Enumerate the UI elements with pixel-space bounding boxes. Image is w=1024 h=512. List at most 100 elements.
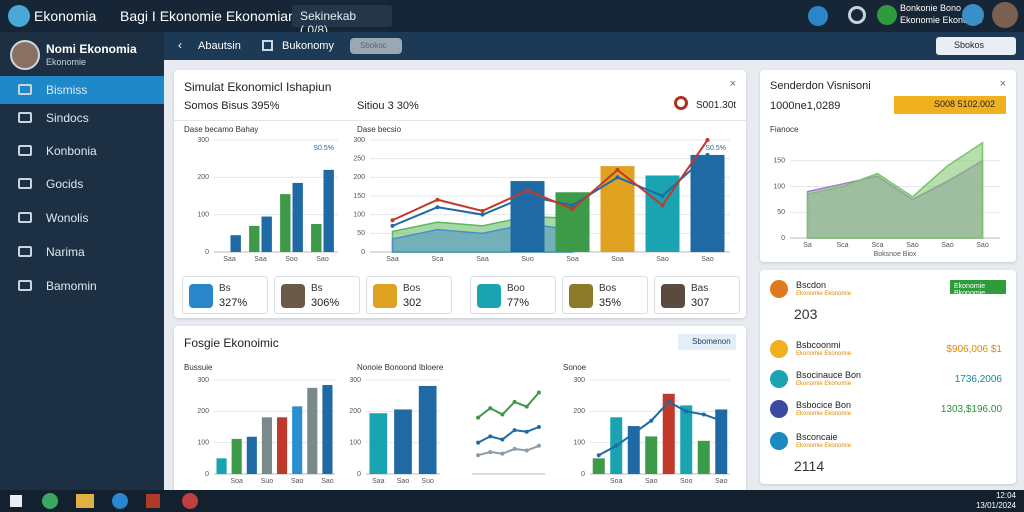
menu-icon [18,84,32,95]
taskbar: 12:04 13/01/2024 [0,490,1024,512]
stat-card[interactable]: Bas 307 [654,276,740,314]
x-tick-label: Suo [261,478,274,485]
point [500,451,505,456]
point [488,406,493,411]
list-item[interactable]: Bsbcoonmi Ekonomie Ekonomie $906,006 $1 [770,340,1006,364]
bar [323,169,334,252]
profile-name: Nomi Ekonomia [46,42,137,56]
y-tick-label: 300 [197,137,209,144]
y-tick-label: 150 [773,158,785,165]
card-icon [477,284,501,308]
green-button[interactable]: Ekonomie Bkonomie [950,280,1006,297]
point [666,399,671,404]
card-value: 307 [691,297,710,309]
app-icon[interactable] [76,494,94,508]
back-link[interactable]: Abautsin [198,40,241,52]
point [649,418,654,423]
point [570,207,575,212]
stat-card[interactable]: Bos 35% [562,276,648,314]
y-tick-label: 200 [349,408,361,415]
point [435,205,440,210]
bar [307,387,318,474]
point [536,443,541,448]
bar [697,440,710,474]
action-button[interactable]: Sbomenon [678,334,736,350]
notification-icon[interactable] [808,6,828,26]
stat-card[interactable]: Bos 302 [366,276,452,314]
app-icon[interactable] [182,493,198,509]
bar [280,194,291,252]
bar [369,413,388,474]
point [480,208,485,213]
x-tick-label: Saa [254,256,267,263]
point [719,418,724,423]
app-icon[interactable] [146,494,160,508]
panel-title: Simulat Ekonomicl Ishapiun [184,80,332,94]
point [512,428,517,433]
menu-item[interactable]: Narima [0,238,164,266]
y-tick-label: 300 [573,377,585,384]
divider [174,120,746,121]
status-icon[interactable] [877,5,897,25]
settings-icon[interactable] [848,6,866,24]
annotation: S0.5% [705,145,726,152]
app-icon[interactable] [112,493,128,509]
point [631,431,636,436]
close-icon[interactable]: × [999,78,1006,90]
bar [645,436,658,474]
bar [662,393,675,474]
y-tick-label: 150 [353,193,365,200]
y-tick-label: 0 [781,235,785,242]
line [477,444,540,457]
point [500,437,505,442]
item-icon [770,432,788,450]
avatar[interactable] [992,2,1018,28]
point [512,399,517,404]
pill-button[interactable]: Sbokoc [350,38,402,54]
menu-icon [18,112,32,123]
item-title: Bsbocice Bon [796,400,852,410]
stat-card[interactable]: Bs 306% [274,276,360,314]
y-tick-label: 250 [353,156,365,163]
action-button[interactable]: Sbokos [936,37,1016,55]
menu-item[interactable]: Sindocs [0,104,164,132]
point [524,404,529,409]
card-title: Bs [219,283,231,294]
bar [261,216,272,252]
item-icon [770,280,788,298]
menu-item[interactable]: Wonolis [0,204,164,232]
list-item[interactable]: Bsconcaie Ekonomie Ekonomie 2114 [770,432,1006,478]
close-icon[interactable]: × [729,78,736,90]
start-button[interactable] [10,495,22,507]
menu-item[interactable]: Gocids [0,170,164,198]
stat-card[interactable]: Bs 327% [182,276,268,314]
back-arrow[interactable]: ‹ [178,38,182,52]
stat-card[interactable]: Boo 77% [470,276,556,314]
bar [246,436,257,474]
point [705,152,710,157]
app-icon[interactable] [42,493,58,509]
clock-date: 13/01/2024 [975,501,1016,510]
sidebar: Nomi Ekonomia Ekonomie [0,32,164,490]
menu-item[interactable]: Konbonia [0,137,164,165]
tab[interactable]: Bukonomy [282,40,334,52]
card-value: 302 [403,297,422,309]
x-tick-label: Sao [291,478,304,485]
menu-item[interactable]: Bamomin [0,272,164,300]
item-value: 1736,2006 [954,374,1002,385]
bar [230,235,241,252]
list-item[interactable]: Bscdon Ekonomie Ekonomie 203 [770,280,1006,326]
y-tick-label: 100 [773,183,785,190]
globe-icon[interactable] [962,4,984,26]
bar [311,224,322,252]
x-tick-label: Sao [316,256,329,263]
list-item[interactable]: Bsbocice Bon Ekonomie Ekonomie 1303,$196.0… [770,400,1006,424]
point [488,434,493,439]
menu-icon [18,145,32,156]
panel: Ekonomie Bkonomie [760,270,1016,484]
x-tick-label: Sca [836,242,848,249]
line [477,426,540,444]
menu-item[interactable]: Bismiss [0,76,164,104]
list-item[interactable]: Bsocinauce Bon Ekonomie Ekonomie 1736,2006 [770,370,1006,394]
bar [690,154,725,252]
